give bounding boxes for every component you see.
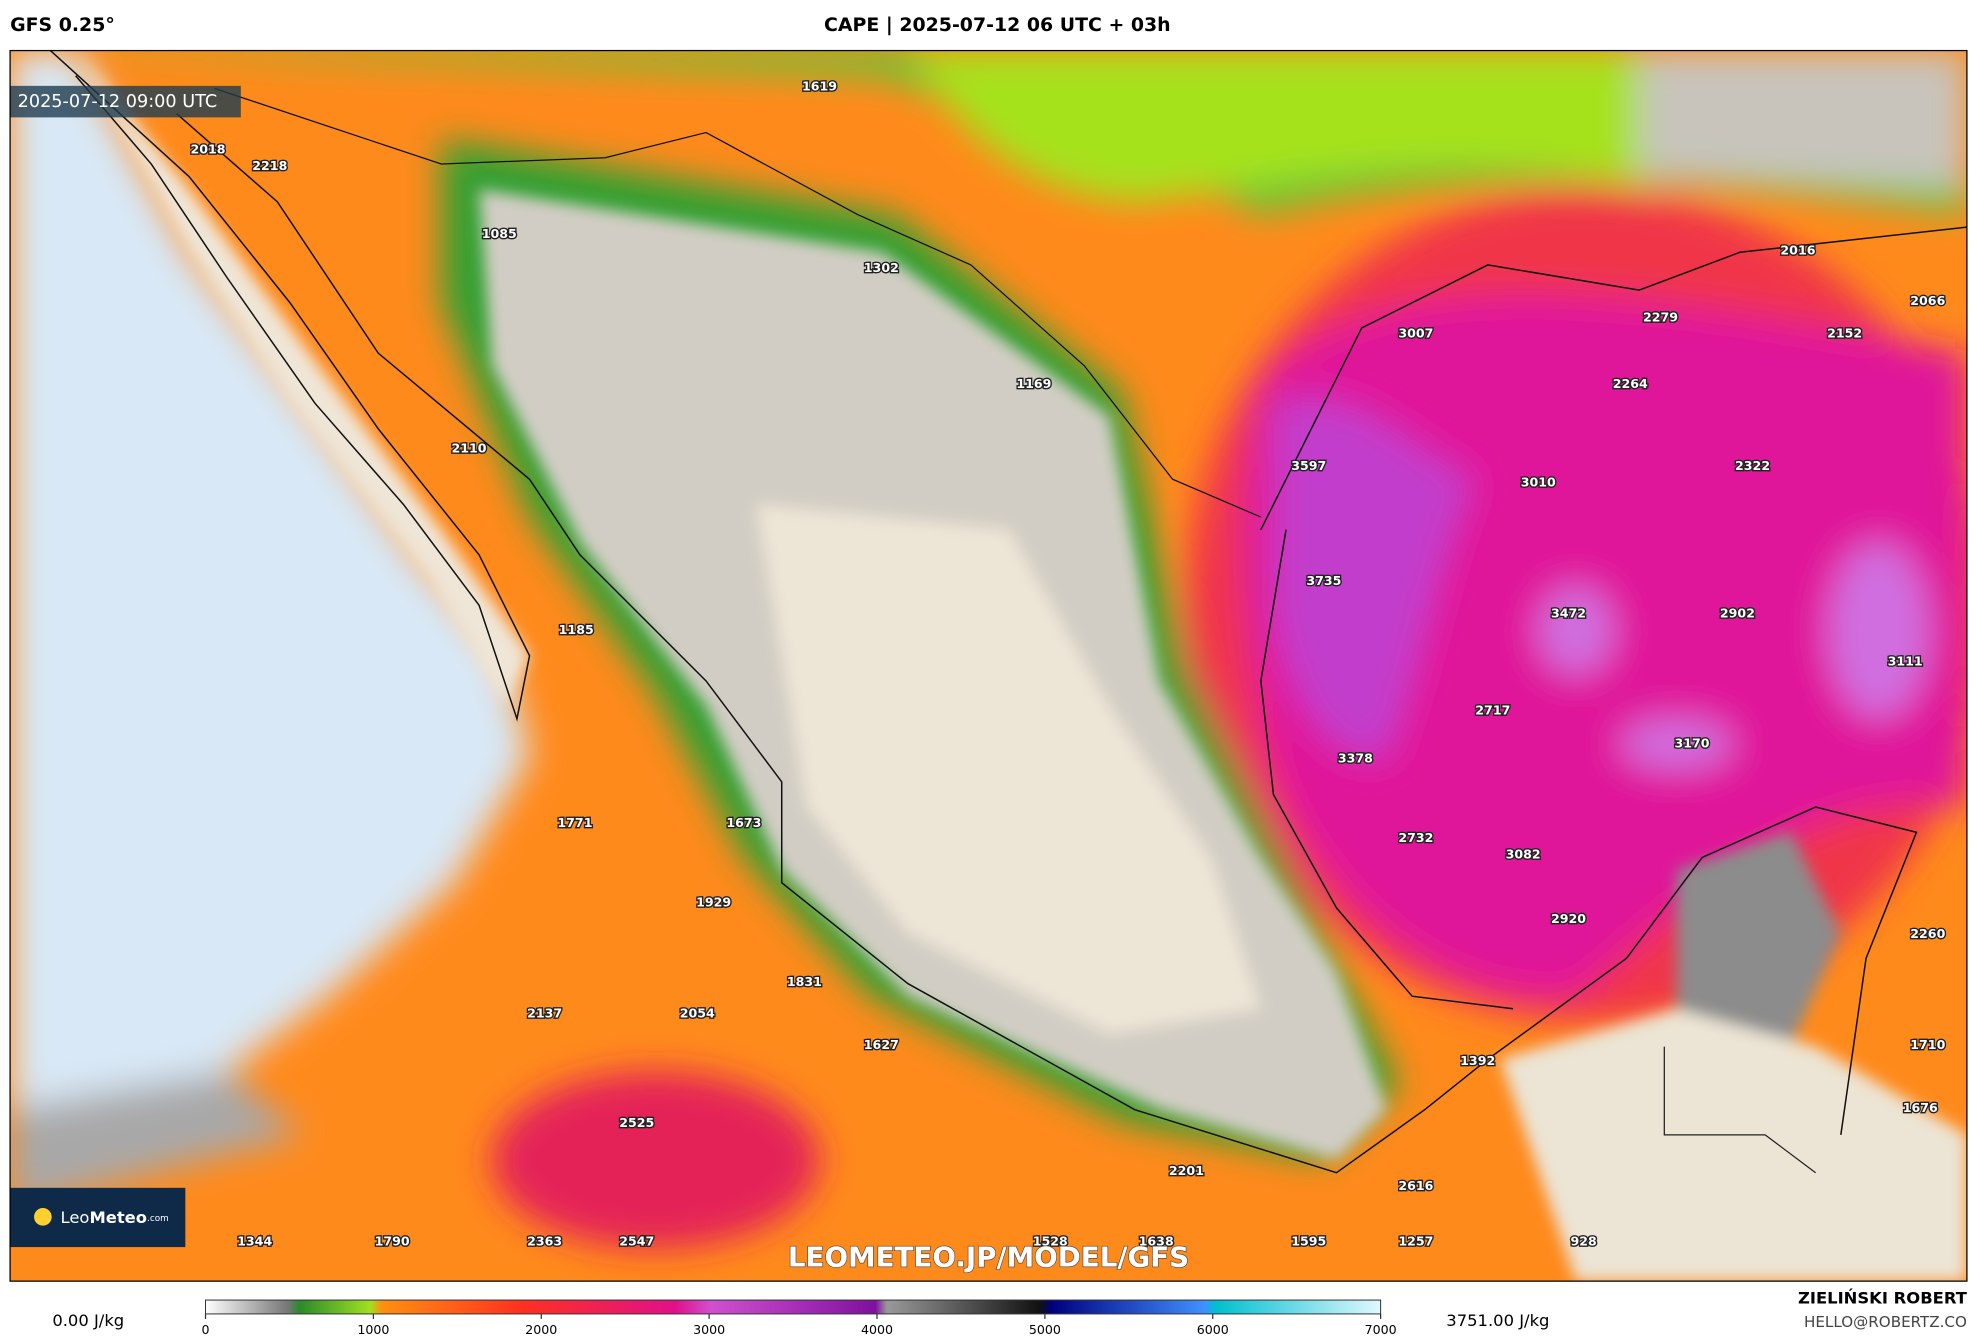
point-value: 2066	[1910, 293, 1945, 308]
point-value: 1710	[1910, 1037, 1945, 1052]
title: CAPE | 2025-07-12 06 UTC + 03h	[824, 14, 1171, 36]
point-value: 1790	[375, 1234, 410, 1249]
point-value: 1676	[1903, 1100, 1938, 1115]
point-value: 2525	[619, 1115, 654, 1130]
point-value: 1344	[237, 1234, 272, 1249]
point-value: 2717	[1475, 703, 1510, 718]
point-value: 2260	[1910, 926, 1945, 941]
point-value: 3170	[1675, 736, 1710, 751]
point-value: 2018	[191, 142, 226, 157]
point-value: 1169	[1016, 376, 1051, 391]
point-value: 3472	[1551, 606, 1586, 621]
point-value: 2322	[1735, 458, 1770, 473]
point-value: 1302	[864, 260, 899, 275]
point-value: 2732	[1398, 830, 1433, 845]
point-value: 1619	[802, 79, 837, 94]
point-value: 3007	[1398, 326, 1433, 341]
point-value: 1627	[864, 1037, 899, 1052]
point-value: 2279	[1643, 309, 1678, 324]
point-value: 2152	[1827, 326, 1862, 341]
colorbar-tick-label: 4000	[861, 1322, 893, 1337]
point-value: 928	[1570, 1234, 1596, 1249]
colorbar-tick-label: 2000	[525, 1322, 557, 1337]
point-value: 1929	[696, 894, 731, 909]
logo-light: Leo	[61, 1208, 90, 1227]
point-value: 1638	[1139, 1234, 1174, 1249]
map-frame	[9, 49, 1968, 1282]
point-value: 2201	[1169, 1163, 1204, 1178]
colorbar-tick-label: 3000	[693, 1322, 725, 1337]
point-value: 1673	[726, 815, 761, 830]
colorbar-min: 0.00 J/kg	[52, 1311, 124, 1330]
colorbar-tick-label: 5000	[1029, 1322, 1061, 1337]
point-value: 2264	[1613, 376, 1648, 391]
point-value: 2218	[252, 158, 287, 173]
colorbar-tick-label: 6000	[1197, 1322, 1229, 1337]
colorbar-tick-label: 0	[202, 1322, 210, 1337]
colorbar-tick-label: 1000	[357, 1322, 389, 1337]
point-value: 3082	[1506, 846, 1541, 861]
point-value: 2363	[527, 1234, 562, 1249]
point-value: 2110	[452, 440, 487, 455]
point-value: 1392	[1460, 1053, 1495, 1068]
logo-bold: Meteo	[89, 1208, 147, 1227]
author: ZIELIŃSKI ROBERT	[1798, 1288, 1968, 1307]
contact: HELLO@ROBERTZ.CO	[1804, 1313, 1967, 1331]
point-value: 3597	[1291, 458, 1326, 473]
point-value: 2137	[527, 1005, 562, 1020]
point-value: 1831	[787, 974, 822, 989]
colorbar	[205, 1299, 1382, 1315]
point-value: 3010	[1521, 475, 1556, 490]
logo-sun	[34, 1208, 52, 1226]
point-value: 2016	[1780, 243, 1815, 258]
point-value: 1185	[559, 622, 594, 637]
point-value: 3111	[1888, 654, 1923, 669]
point-value: 3735	[1306, 573, 1341, 588]
point-value: 1771	[557, 815, 592, 830]
point-value: 1595	[1291, 1234, 1326, 1249]
point-value: 1085	[482, 226, 517, 241]
point-value: 2902	[1720, 606, 1755, 621]
logo: LeoMeteo.com	[61, 1208, 169, 1227]
watermark: LEOMETEO.JP/MODEL/GFS	[788, 1240, 1189, 1273]
point-value: 3378	[1338, 751, 1373, 766]
logo-suffix: .com	[147, 1214, 169, 1224]
point-value: 2920	[1551, 911, 1586, 926]
point-value: 1528	[1033, 1234, 1068, 1249]
model-label: GFS 0.25°	[10, 14, 115, 36]
map: 2025-07-12 09:00 UTC 1619 2018 2218 1085 130…	[10, 50, 1967, 1282]
colorbar-tick-label: 7000	[1365, 1322, 1397, 1337]
point-value: 2054	[680, 1005, 715, 1020]
valid-time: 2025-07-12 09:00 UTC	[18, 92, 218, 112]
point-value: 2616	[1398, 1178, 1433, 1193]
point-value: 2547	[619, 1234, 654, 1249]
colorbar-max: 3751.00 J/kg	[1446, 1311, 1549, 1330]
point-value: 1257	[1398, 1234, 1433, 1249]
